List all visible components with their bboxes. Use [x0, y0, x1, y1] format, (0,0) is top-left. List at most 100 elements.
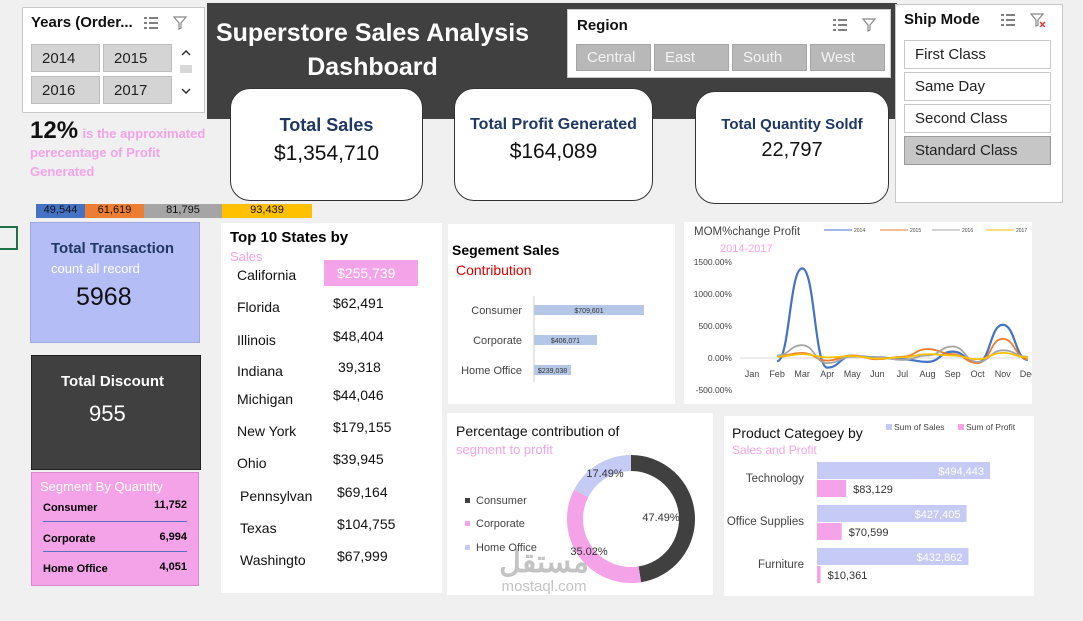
ship-second-class-button[interactable]: Second Class	[904, 104, 1051, 133]
product-sales-label: $494,443	[938, 466, 984, 478]
total-quantity-value: 22,797	[761, 139, 823, 161]
total-transaction-value: 5968	[76, 283, 132, 311]
region-south-button[interactable]: South	[732, 44, 807, 71]
product-sales-bar	[817, 462, 990, 479]
ship-standard-class-button[interactable]: Standard Class	[904, 136, 1051, 165]
year-2017-button[interactable]: 2017	[103, 76, 172, 104]
watermark: مستقل mostaql.com	[474, 548, 614, 596]
mom-y-tick-label: 0.00%	[708, 353, 733, 363]
ship-mode-slicer: Ship Mode First Class Same Day Second Cl…	[895, 4, 1063, 203]
year-strip-cell-2015: 61,619	[85, 204, 144, 218]
mom-x-tick-label: Nov	[995, 369, 1012, 379]
total-sales-card: Total Sales $1,354,710	[230, 88, 423, 201]
mom-x-tick-label: Dec	[1020, 369, 1032, 379]
multi-select-icon[interactable]	[832, 18, 848, 32]
total-sales-label: Total Sales	[279, 115, 374, 135]
product-category-label: Technology	[746, 473, 804, 485]
multi-select-icon[interactable]	[1000, 13, 1016, 27]
segment-quantity-name: Consumer	[43, 502, 98, 514]
segment-sales-subtitle: Contribution	[456, 262, 532, 278]
top-states-subtitle: Sales	[230, 249, 263, 264]
year-strip-cell-2016: 81,795	[144, 204, 222, 218]
years-slicer-title: Years (Order...	[31, 14, 133, 31]
mom-series-line	[777, 351, 1028, 361]
donut-slice	[573, 455, 632, 498]
ship-same-day-button[interactable]: Same Day	[904, 72, 1051, 101]
mom-legend-label: 2016	[962, 228, 973, 234]
product-profit-bar	[817, 566, 821, 583]
region-central-button[interactable]: Central	[576, 44, 651, 71]
ship-first-class-button[interactable]: First Class	[904, 40, 1051, 69]
mom-profit-panel: MOM%change Profit 2014-2017 1500.00% 1000…	[684, 222, 1032, 404]
segment-quantity-value: 11,752	[153, 499, 187, 511]
product-profit-bar	[817, 523, 842, 540]
mom-y-tick-label: 1000.00%	[694, 289, 733, 299]
donut-legend-swatch	[465, 521, 470, 526]
region-slicer: Region Central East South West	[567, 9, 891, 78]
product-sales-label: $432,862	[917, 552, 963, 564]
mom-x-tick-label: May	[844, 369, 862, 379]
year-2014-button[interactable]: 2014	[31, 44, 100, 72]
mom-legend-label: 2014	[854, 228, 865, 234]
segment-sales-title: Segement Sales	[452, 242, 560, 258]
mom-x-tick-label: Jan	[745, 369, 760, 379]
state-value: $48,404	[333, 328, 384, 344]
mom-y-tick-label: 1500.00%	[694, 257, 733, 267]
donut-label: 17.49%	[586, 468, 624, 480]
donut-slice	[630, 455, 695, 583]
segment-quantity-value: 4,051	[159, 561, 187, 573]
total-profit-value: $164,089	[509, 140, 598, 163]
total-discount-card: Total Discount 955	[31, 355, 201, 470]
mom-x-tick-label: Jul	[897, 369, 909, 379]
mom-x-tick-label: Sep	[945, 369, 961, 379]
year-strip-cell-2014: 49,544	[36, 204, 85, 218]
year-profit-strip: 49,544 61,619 81,795 93,439	[36, 204, 312, 218]
state-value: $67,999	[337, 548, 388, 564]
product-legend-swatch	[886, 424, 892, 430]
total-profit-card: Total Profit Generated $164,089	[454, 88, 653, 201]
slicer-scrollbar[interactable]	[177, 44, 195, 104]
total-sales-value: $1,354,710	[273, 142, 380, 165]
state-name: Pennsylvan	[240, 488, 313, 504]
clear-filter-icon[interactable]	[1030, 13, 1046, 27]
donut-label: 47.49%	[642, 512, 680, 524]
multi-select-icon[interactable]	[143, 16, 159, 30]
state-value: $255,739	[337, 265, 396, 281]
segment-sales-category-label: Home Office	[461, 365, 522, 377]
product-profit-label: $70,599	[849, 527, 889, 539]
state-value: $69,164	[337, 484, 388, 500]
segment-profit-subtitle: segment to profit	[456, 442, 553, 457]
product-category-label: Furniture	[758, 559, 804, 571]
region-east-button[interactable]: East	[654, 44, 729, 71]
region-slicer-title: Region	[577, 17, 628, 34]
profit-percentage-note: 12% is the approximated perecentage of P…	[30, 119, 220, 181]
year-2015-button[interactable]: 2015	[103, 44, 172, 72]
segment-quantity-row: Consumer 11,752	[43, 499, 187, 522]
segment-sales-bar	[534, 305, 644, 315]
top-states-panel: Top 10 States by Sales California $255,73…	[221, 223, 442, 593]
segment-profit-panel: Percentage contribution of segment to pr…	[447, 413, 713, 595]
mom-legend-label: 2017	[1016, 228, 1027, 234]
state-name: California	[237, 267, 297, 283]
total-transaction-title: Total Transaction	[51, 240, 175, 257]
total-profit-label: Total Profit Generated	[470, 116, 637, 133]
segment-sales-bar	[534, 365, 572, 375]
region-west-button[interactable]: West	[810, 44, 885, 71]
total-transaction-subtitle: count all record	[51, 261, 140, 276]
year-2016-button[interactable]: 2016	[31, 76, 100, 104]
clear-filter-icon[interactable]	[173, 16, 189, 30]
clear-filter-icon[interactable]	[862, 18, 878, 32]
segment-quantity-title: Segment By Quantity	[40, 479, 163, 494]
scroll-arrows-icon[interactable]	[177, 44, 195, 104]
segment-sales-category-label: Consumer	[471, 305, 522, 317]
segment-quantity-row: Home Office 4,051	[43, 560, 187, 582]
segment-sales-chart: Consumer $709,601 Corporate $406,071 Home Of…	[461, 296, 644, 382]
product-category-title: Product Categoey by	[732, 425, 863, 441]
product-sales-bar	[817, 505, 967, 522]
state-name: Washingto	[240, 552, 306, 568]
mom-x-tick-label: Jun	[870, 369, 885, 379]
product-sales-label: $427,405	[915, 509, 961, 521]
state-name: Texas	[240, 520, 277, 536]
profit-note-text-a: is the approximated	[82, 126, 206, 141]
watermark-latin: mostaql.com	[501, 578, 587, 595]
